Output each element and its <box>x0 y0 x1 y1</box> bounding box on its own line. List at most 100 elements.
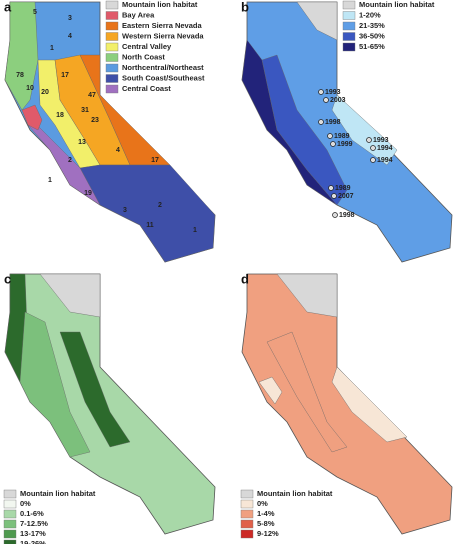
site-marker <box>370 145 376 151</box>
legend-label: 0% <box>257 499 268 508</box>
map-label: 5 <box>33 9 37 16</box>
map-label: 1998 <box>339 212 355 219</box>
legend-label: Central Coast <box>122 84 171 93</box>
region <box>19 311 91 458</box>
legend-label: Mountain lion habitat <box>359 0 435 9</box>
map-label: 17 <box>61 72 69 79</box>
map-panel: c Mountain lion habitat0%0.1-6%7-12.5%13-… <box>3 271 216 549</box>
map-label: 1999 <box>337 141 353 148</box>
map-label: 1993 <box>325 89 341 96</box>
region <box>266 331 348 453</box>
panel-letter: c <box>4 271 11 286</box>
legend-swatch <box>3 509 17 519</box>
region <box>258 376 283 405</box>
map-label: 19 <box>84 190 92 197</box>
legend-swatch <box>105 74 119 83</box>
legend-swatch <box>105 0 119 10</box>
region <box>39 273 101 318</box>
legend-swatch <box>105 84 119 94</box>
legend-swatch <box>342 42 356 52</box>
map-label: 2 <box>68 157 72 164</box>
legend-swatch <box>240 529 254 539</box>
region <box>296 1 338 41</box>
legend-swatch <box>342 21 356 31</box>
legend-swatch <box>342 0 356 10</box>
region <box>4 1 39 111</box>
map-label: 10 <box>26 85 34 92</box>
region <box>59 331 131 448</box>
region <box>79 164 216 263</box>
legend-swatch <box>240 509 254 519</box>
map-label: 4 <box>68 33 72 40</box>
map-label: 78 <box>16 72 24 79</box>
map-label: 3 <box>123 207 127 214</box>
legend-label: 7-12.5% <box>20 519 48 528</box>
legend-label: 1-20% <box>359 10 381 19</box>
legend-label: Mountain lion habitat <box>20 489 96 498</box>
legend-label: 19-26% <box>20 539 46 544</box>
legend-label: Bay Area <box>122 10 155 19</box>
region <box>261 54 348 206</box>
legend-swatch <box>105 53 119 62</box>
map-label: 1993 <box>373 137 389 144</box>
panel-letter: b <box>241 0 249 14</box>
legend-label: 9-12% <box>257 529 279 538</box>
legend-label: Eastern Sierra Nevada <box>122 21 202 30</box>
map-label: 2003 <box>330 97 346 104</box>
legend-swatch <box>342 32 356 41</box>
legend-label: 0.1-6% <box>20 509 44 518</box>
map-label: 20 <box>41 89 49 96</box>
site-marker <box>328 185 334 191</box>
map-label: 1998 <box>325 119 341 126</box>
site-marker <box>323 97 329 103</box>
site-marker <box>332 212 338 218</box>
map-label: 11 <box>146 222 154 229</box>
region <box>331 94 398 166</box>
legend-label: Mountain lion habitat <box>122 0 198 9</box>
panel-letter: a <box>4 0 12 14</box>
map-label: 1 <box>193 227 197 234</box>
legend-swatch <box>240 499 254 509</box>
legend-swatch <box>105 32 119 41</box>
site-marker <box>330 141 336 147</box>
legend-swatch <box>3 519 17 529</box>
map-label: 13 <box>78 139 86 146</box>
panel-letter: d <box>241 271 249 286</box>
region <box>331 366 408 443</box>
legend-label: Western Sierra Nevada <box>122 31 204 40</box>
legend-label: 36-50% <box>359 31 385 40</box>
legend-label: Mountain lion habitat <box>257 489 333 498</box>
legend-swatch <box>240 519 254 529</box>
map-label: 1994 <box>377 145 393 152</box>
legend-swatch <box>105 42 119 52</box>
legend-swatch <box>105 63 119 73</box>
map-label: 23 <box>91 117 99 124</box>
legend-swatch <box>342 11 356 20</box>
legend-label: Central Valley <box>122 42 172 51</box>
legend-swatch <box>105 21 119 31</box>
legend-label: 0% <box>20 499 31 508</box>
map-label: 2 <box>158 202 162 209</box>
site-marker <box>331 193 337 199</box>
legend-swatch <box>3 499 17 509</box>
map-label: 1994 <box>377 157 393 164</box>
map-label: 47 <box>88 92 96 99</box>
map-label: 1 <box>50 45 54 52</box>
region <box>21 104 43 131</box>
legend-label: North Coast <box>122 52 165 61</box>
map-label: 1 <box>48 177 52 184</box>
legend-label: South Coast/Southeast <box>122 73 205 82</box>
legend-label: 1-4% <box>257 509 275 518</box>
map-label: 1989 <box>334 133 350 140</box>
map-label: 17 <box>151 157 159 164</box>
legend-swatch <box>3 529 17 539</box>
map-label: 4 <box>116 147 120 154</box>
legend-swatch <box>3 489 17 499</box>
legend-label: 5-8% <box>257 519 275 528</box>
site-marker <box>318 89 324 95</box>
region <box>276 273 338 318</box>
site-marker <box>370 157 376 163</box>
